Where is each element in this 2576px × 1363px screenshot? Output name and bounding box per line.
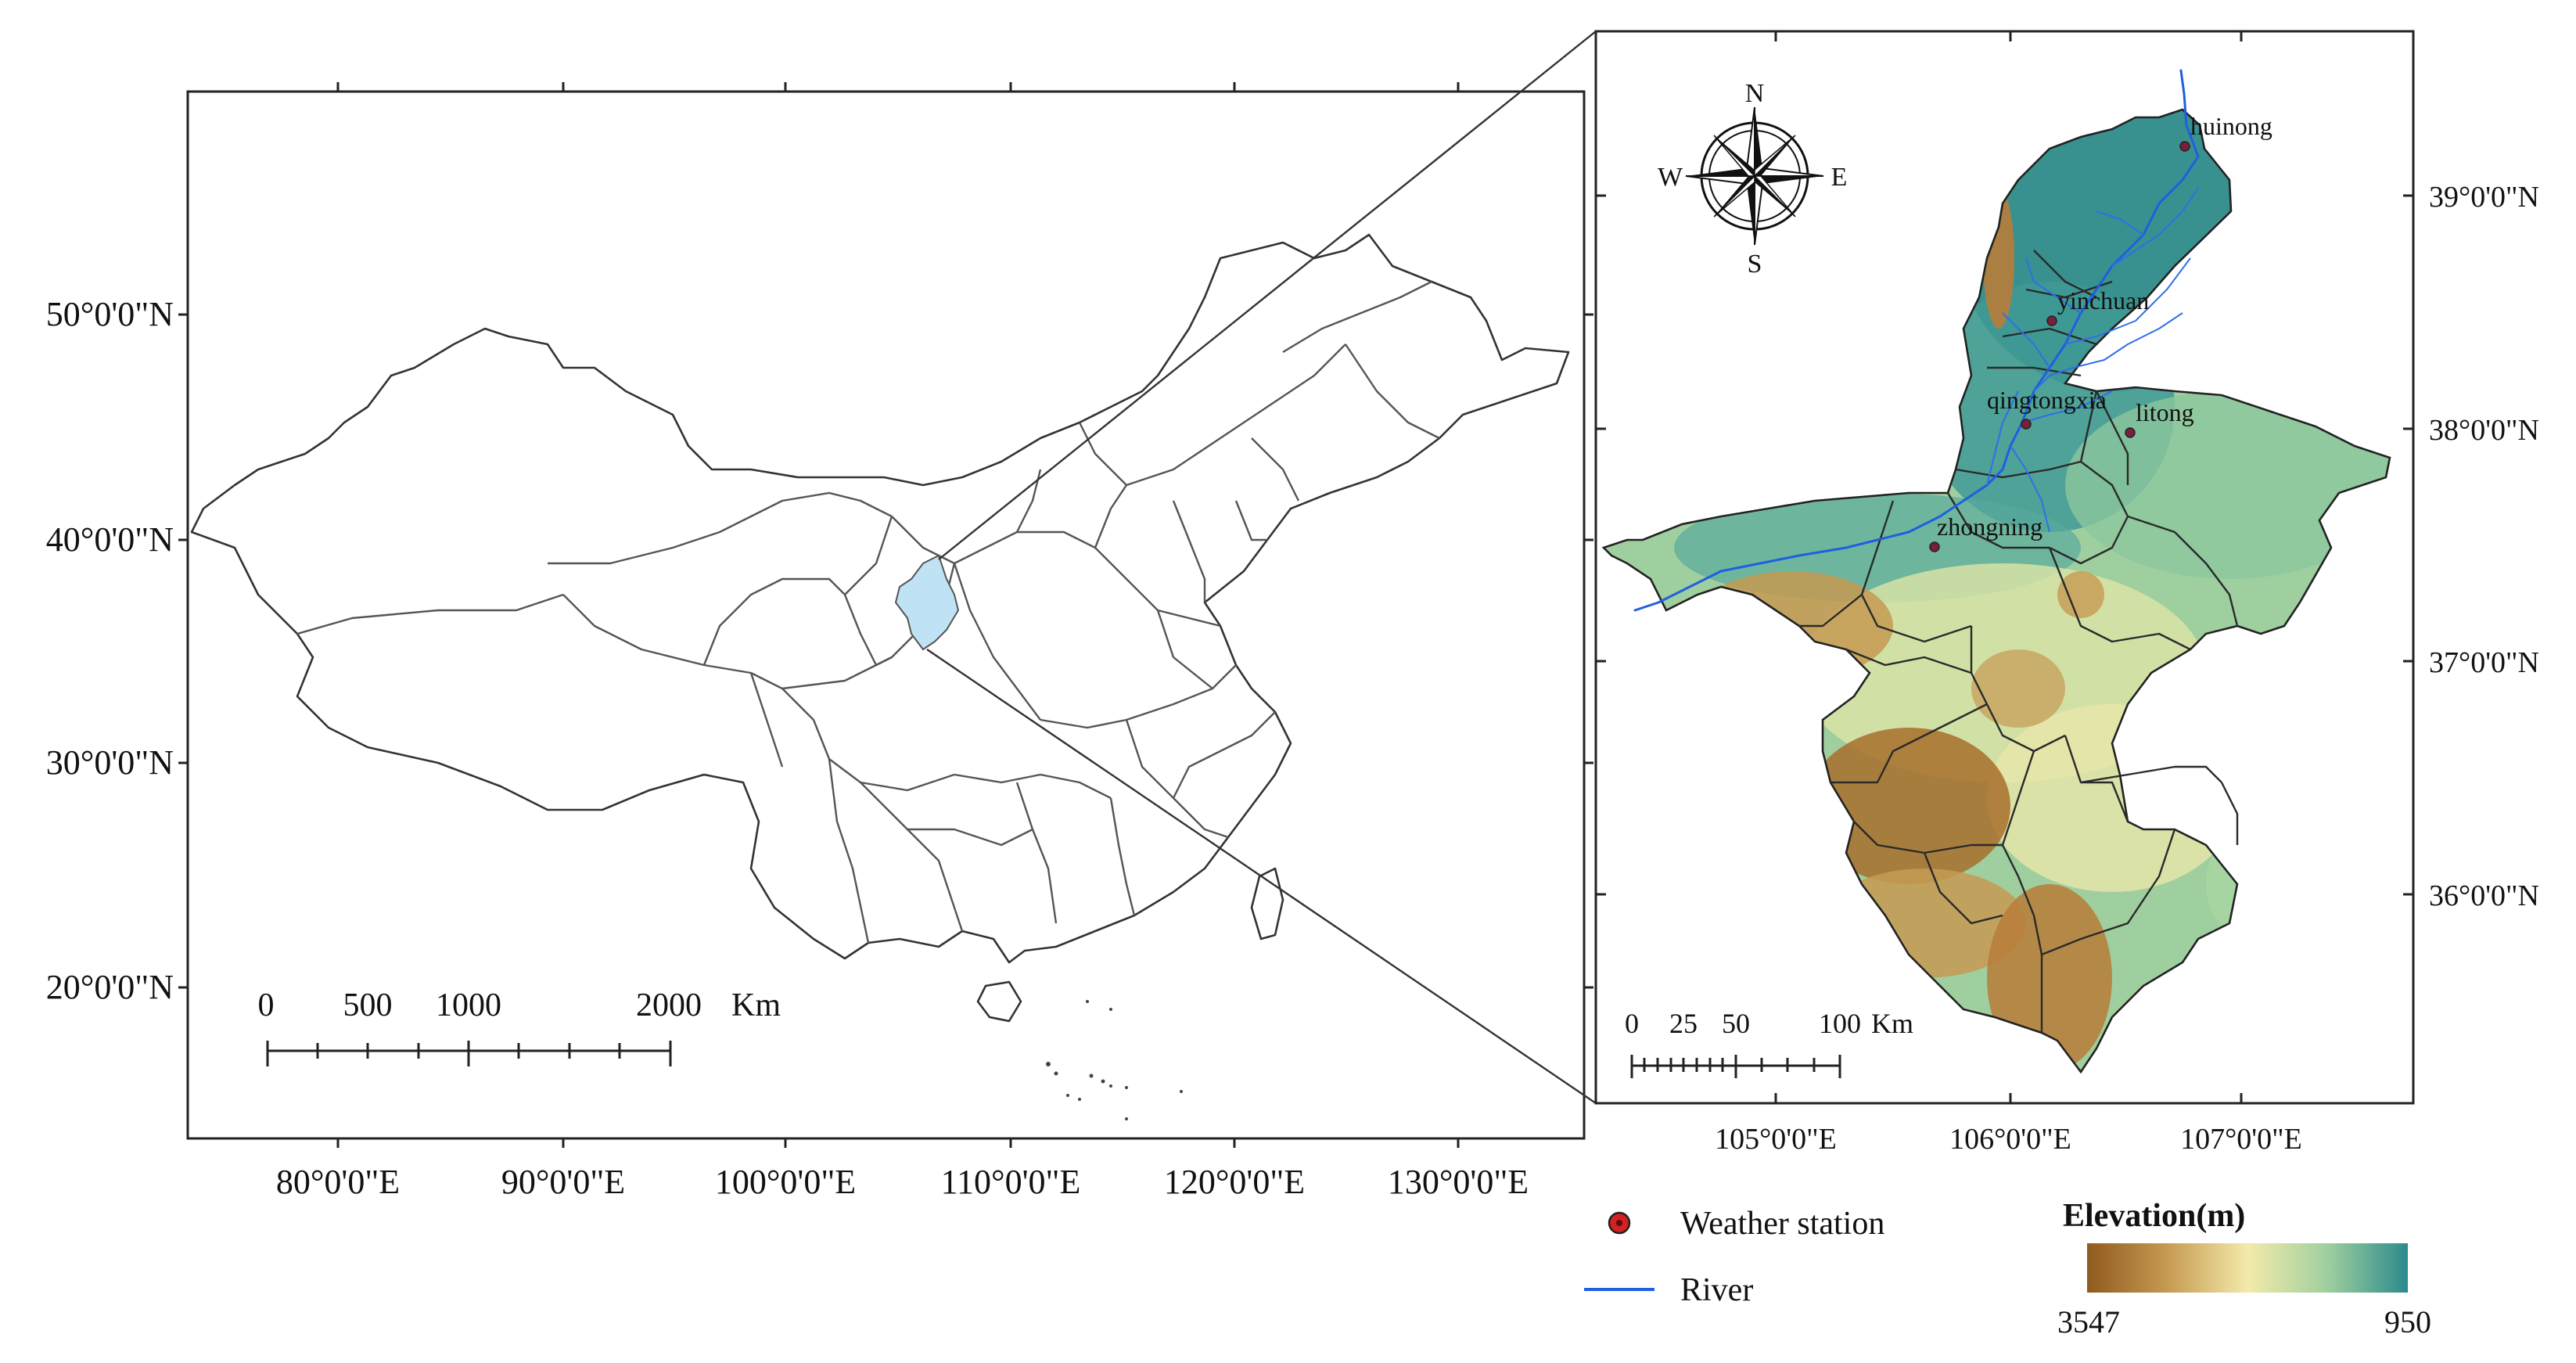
lon-label-120e: 120°0'0"E [1164, 1163, 1305, 1201]
lon-label-90e: 90°0'0"E [501, 1163, 625, 1201]
rivers [1633, 69, 2200, 612]
station-huinong: huinong [2179, 112, 2272, 152]
ningxia-outline [1601, 108, 2391, 1074]
inset-scalebar-tick-0: 0 [1625, 1008, 1639, 1039]
legend-station: Weather station [1608, 1206, 1884, 1242]
overview-lon-axis: 80°0'0"E 90°0'0"E 100°0'0"E 110°0'0"E 12… [276, 82, 1529, 1201]
inset-scalebar-tick-25: 25 [1669, 1008, 1698, 1039]
compass-w: W [1658, 163, 1683, 192]
inset-scalebar-unit: Km [1871, 1008, 1913, 1039]
legend-elevation-title: Elevation(m) [2063, 1198, 2245, 1234]
lat-label-50n: 50°0'0"N [46, 295, 174, 333]
station-litong: litong [2125, 398, 2194, 438]
province-boundaries [296, 280, 1440, 944]
compass-s: S [1748, 250, 1762, 279]
inset-lat-label-36n: 36°0'0"N [2429, 879, 2539, 912]
china-outline [190, 233, 1570, 964]
inset-lon-label-107e: 107°0'0"E [2180, 1123, 2302, 1156]
legend-elevation: Elevation(m) 3547 950 [2057, 1198, 2431, 1340]
legend-elevation-min: 3547 [2057, 1304, 2120, 1340]
lat-label-30n: 30°0'0"N [46, 743, 174, 782]
inset-scalebar: 0 25 50 100 Km [1625, 1008, 1913, 1078]
lon-label-110e: 110°0'0"E [941, 1163, 1081, 1201]
inset-map: 39°0'0"N 38°0'0"N 37°0'0"N 36°0'0"N 105°… [1594, 30, 2539, 1156]
compass-n: N [1745, 79, 1765, 108]
station-qingtongxia: qingtongxia [1987, 386, 2107, 430]
lon-label-80e: 80°0'0"E [276, 1163, 400, 1201]
overview-scalebar-unit: Km [731, 987, 781, 1023]
inset-lon-label-106e: 106°0'0"E [1949, 1123, 2071, 1156]
compass-e: E [1831, 163, 1848, 192]
inset-scalebar-tick-50: 50 [1722, 1008, 1750, 1039]
overview-map: 50°0'0"N 40°0'0"N 30°0'0"N 20°0'0"N 80°0… [46, 31, 1597, 1201]
elevation-colorbar [2087, 1243, 2408, 1293]
station-zhongning: zhongning [1929, 512, 2042, 552]
overview-scalebar-tick-500: 500 [343, 987, 393, 1023]
inset-lon-label-105e: 105°0'0"E [1715, 1123, 1837, 1156]
ningxia-highlight [894, 554, 960, 651]
leader-line-bottom [926, 649, 1597, 1104]
weather-stations: huinong yinchuan qingtongxia litong zhon… [1929, 112, 2272, 552]
inset-lon-axis: 105°0'0"E 106°0'0"E 107°0'0"E [1715, 31, 2302, 1156]
legend: Weather station River Elevation(m) 3547 … [1584, 1198, 2431, 1340]
legend-elevation-max: 950 [2384, 1304, 2431, 1340]
station-yinchuan: yinchuan [2046, 286, 2149, 326]
inset-scalebar-tick-100: 100 [1819, 1008, 1861, 1039]
overview-lat-axis: 50°0'0"N 40°0'0"N 30°0'0"N 20°0'0"N [46, 295, 1593, 1006]
overview-scalebar: 0 500 1000 2000 Km [258, 987, 781, 1066]
inset-lat-axis: 39°0'0"N 38°0'0"N 37°0'0"N 36°0'0"N [1596, 181, 2539, 912]
inset-lat-label-38n: 38°0'0"N [2429, 414, 2539, 447]
station-label-yinchuan: yinchuan [2057, 286, 2149, 315]
south-china-sea-islands [1046, 1000, 1183, 1120]
inset-lat-label-37n: 37°0'0"N [2429, 646, 2539, 679]
taiwan-outline [1250, 867, 1284, 940]
leader-line-top [938, 31, 1597, 560]
legend-river: River [1584, 1272, 1753, 1308]
station-label-zhongning: zhongning [1937, 512, 2042, 541]
compass-rose-icon: N S E W [1658, 79, 1847, 279]
lon-label-130e: 130°0'0"E [1388, 1163, 1529, 1201]
overview-scalebar-tick-0: 0 [258, 987, 275, 1023]
lon-label-100e: 100°0'0"E [715, 1163, 856, 1201]
station-label-qingtongxia: qingtongxia [1987, 386, 2107, 414]
legend-station-label: Weather station [1680, 1206, 1884, 1242]
legend-river-label: River [1680, 1272, 1753, 1308]
inset-lat-label-39n: 39°0'0"N [2429, 181, 2539, 214]
hainan-outline [976, 980, 1022, 1023]
overview-frame [186, 90, 1586, 1140]
overview-scalebar-tick-1000: 1000 [436, 987, 501, 1023]
station-label-litong: litong [2136, 398, 2194, 426]
lat-label-40n: 40°0'0"N [46, 520, 174, 559]
station-label-huinong: huinong [2190, 112, 2272, 140]
lat-label-20n: 20°0'0"N [46, 968, 174, 1006]
overview-scalebar-tick-2000: 2000 [636, 987, 702, 1023]
